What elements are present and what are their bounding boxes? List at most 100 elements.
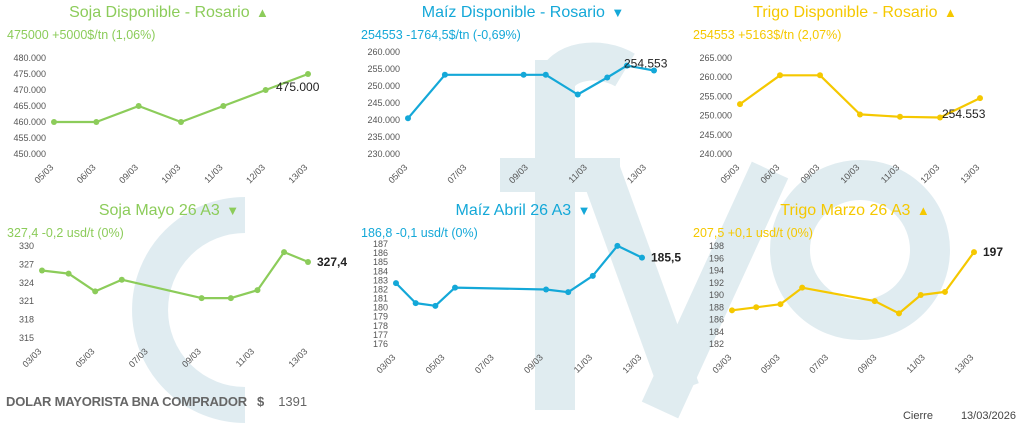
y-tick-label: 265.000 (699, 53, 732, 63)
x-tick-label: 10/03 (838, 162, 861, 185)
data-point (262, 87, 269, 93)
y-tick-label: 240.000 (367, 115, 400, 125)
data-point (51, 119, 57, 125)
x-tick-label: 13/03 (286, 346, 309, 369)
series-line (395, 244, 643, 307)
y-tick-label: 181 (373, 294, 388, 304)
y-tick-label: 182 (373, 284, 388, 294)
y-tick-label: 245.000 (367, 98, 400, 108)
y-tick-label: 315 (19, 333, 34, 343)
x-tick-label: 03/03 (374, 352, 397, 375)
x-tick-label: 12/03 (244, 162, 267, 185)
x-tick-label: 07/03 (127, 346, 150, 369)
y-tick-label: 184 (709, 327, 724, 337)
y-tick-label: 260.000 (699, 72, 732, 82)
x-tick-label: 07/03 (473, 352, 496, 375)
x-tick-label: 07/03 (445, 162, 468, 185)
x-tick-label: 09/03 (522, 352, 545, 375)
x-tick-label: 11/03 (566, 162, 589, 185)
x-tick-label: 11/03 (234, 346, 257, 369)
y-tick-label: 470.000 (13, 85, 46, 95)
data-point (799, 284, 806, 291)
last-value-label: 254.553 (624, 57, 668, 71)
y-tick-label: 186 (373, 248, 388, 258)
data-point (412, 300, 419, 307)
y-tick-label: 178 (373, 321, 388, 331)
x-tick-label: 10/03 (159, 162, 182, 185)
data-point (623, 62, 630, 69)
x-tick-label: 07/03 (807, 352, 830, 375)
y-tick-label: 240.000 (699, 149, 732, 159)
data-point (737, 101, 743, 108)
y-tick-label: 192 (709, 278, 724, 288)
y-tick-label: 330 (19, 241, 34, 251)
x-tick-label: 11/03 (879, 162, 902, 185)
y-tick-label: 480.000 (13, 53, 46, 63)
data-point (937, 114, 943, 121)
y-tick-label: 460.000 (13, 117, 46, 127)
x-tick-label: 13/03 (286, 162, 309, 185)
data-point (614, 242, 621, 249)
y-tick-label: 475.000 (13, 69, 46, 79)
y-tick-label: 324 (19, 278, 34, 288)
chart-panel-soja-mayo: Soja Mayo 26 A3 ▼ 327,4 -0,2 usd/t (0%) … (4, 198, 347, 394)
y-tick-label: 187 (373, 239, 388, 249)
y-tick-label: 184 (373, 266, 388, 276)
x-tick-label: 05/03 (424, 352, 447, 375)
last-value-label: 197 (983, 245, 1003, 259)
data-point (651, 67, 657, 74)
data-point (92, 288, 99, 295)
data-point (542, 71, 549, 78)
down-arrow-icon: ▼ (577, 203, 591, 218)
data-point (393, 280, 399, 287)
cierre-date: 13/03/2026 (960, 410, 1016, 422)
down-arrow-icon: ▼ (611, 5, 625, 20)
data-point (39, 267, 45, 274)
data-point (604, 74, 611, 81)
x-tick-label: 05/03 (386, 162, 409, 185)
y-tick-label: 196 (709, 253, 724, 263)
chart-title: Maíz Abril 26 A3 ▼ (455, 202, 591, 219)
data-point (777, 72, 783, 79)
y-tick-label: 230.000 (367, 149, 400, 159)
chart-title: Maíz Disponible - Rosario ▼ (421, 4, 625, 21)
y-tick-label: 465.000 (13, 101, 46, 111)
x-tick-label: 06/03 (758, 162, 781, 185)
y-tick-label: 255.000 (367, 64, 400, 74)
data-point (198, 295, 205, 302)
data-point (897, 113, 903, 120)
y-tick-label: 182 (709, 339, 724, 349)
chart-panel-trigo-disponible: Trigo Disponible - Rosario ▲ 254553 +516… (690, 0, 1020, 196)
y-tick-label: 255.000 (699, 91, 732, 101)
data-point (895, 310, 902, 317)
chart-subtitle: 254553 +5163$/tn (2,07%) (693, 28, 842, 42)
y-tick-label: 450.000 (13, 149, 46, 159)
data-point (281, 249, 288, 256)
chart-subtitle: 327,4 -0,2 usd/t (0%) (7, 226, 124, 240)
y-tick-label: 176 (373, 339, 388, 349)
x-tick-label: 12/03 (918, 162, 941, 185)
up-arrow-icon: ▲ (256, 5, 269, 20)
y-tick-label: 179 (373, 312, 388, 322)
series-line (731, 251, 975, 315)
x-tick-label: 13/03 (620, 352, 643, 375)
data-point (220, 103, 227, 109)
y-tick-label: 180 (373, 303, 388, 313)
line-chart: 450.000 455.000 460.000 465.000 470.000 475.0… (13, 53, 319, 185)
x-tick-label: 11/03 (904, 352, 927, 375)
data-point (917, 292, 924, 298)
chart-title: Soja Mayo 26 A3 ▼ (98, 202, 240, 219)
y-tick-label: 245.000 (699, 130, 732, 140)
data-point (817, 72, 823, 79)
data-point (589, 272, 596, 279)
y-tick-label: 183 (373, 275, 388, 285)
data-point (639, 254, 645, 261)
x-tick-label: 05/03 (759, 352, 782, 375)
x-tick-label: 13/03 (958, 162, 981, 185)
data-point (405, 115, 411, 122)
up-arrow-icon: ▲ (943, 5, 957, 20)
y-tick-label: 194 (709, 266, 724, 276)
data-point (65, 270, 72, 277)
